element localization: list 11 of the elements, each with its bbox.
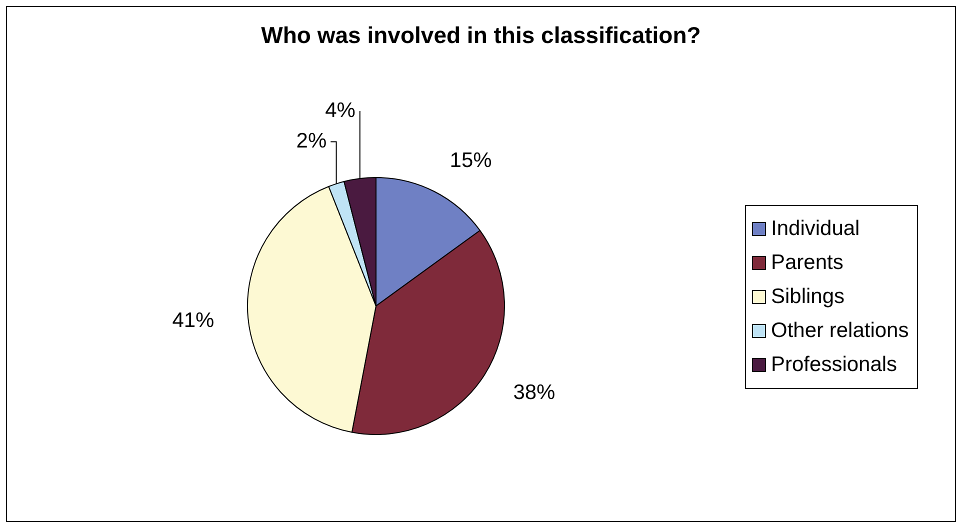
legend-label: Siblings <box>771 285 845 309</box>
data-label: 15% <box>450 149 492 172</box>
chart-title: Who was involved in this classification? <box>260 22 702 49</box>
data-label: 41% <box>172 309 214 332</box>
data-label: 2% <box>296 130 327 153</box>
legend-label: Individual <box>771 217 860 241</box>
legend-label: Professionals <box>771 353 898 377</box>
data-label: 4% <box>325 99 356 122</box>
legend-label: Other relations <box>771 319 909 343</box>
legend-label: Parents <box>771 251 844 275</box>
data-label: 38% <box>513 380 556 404</box>
